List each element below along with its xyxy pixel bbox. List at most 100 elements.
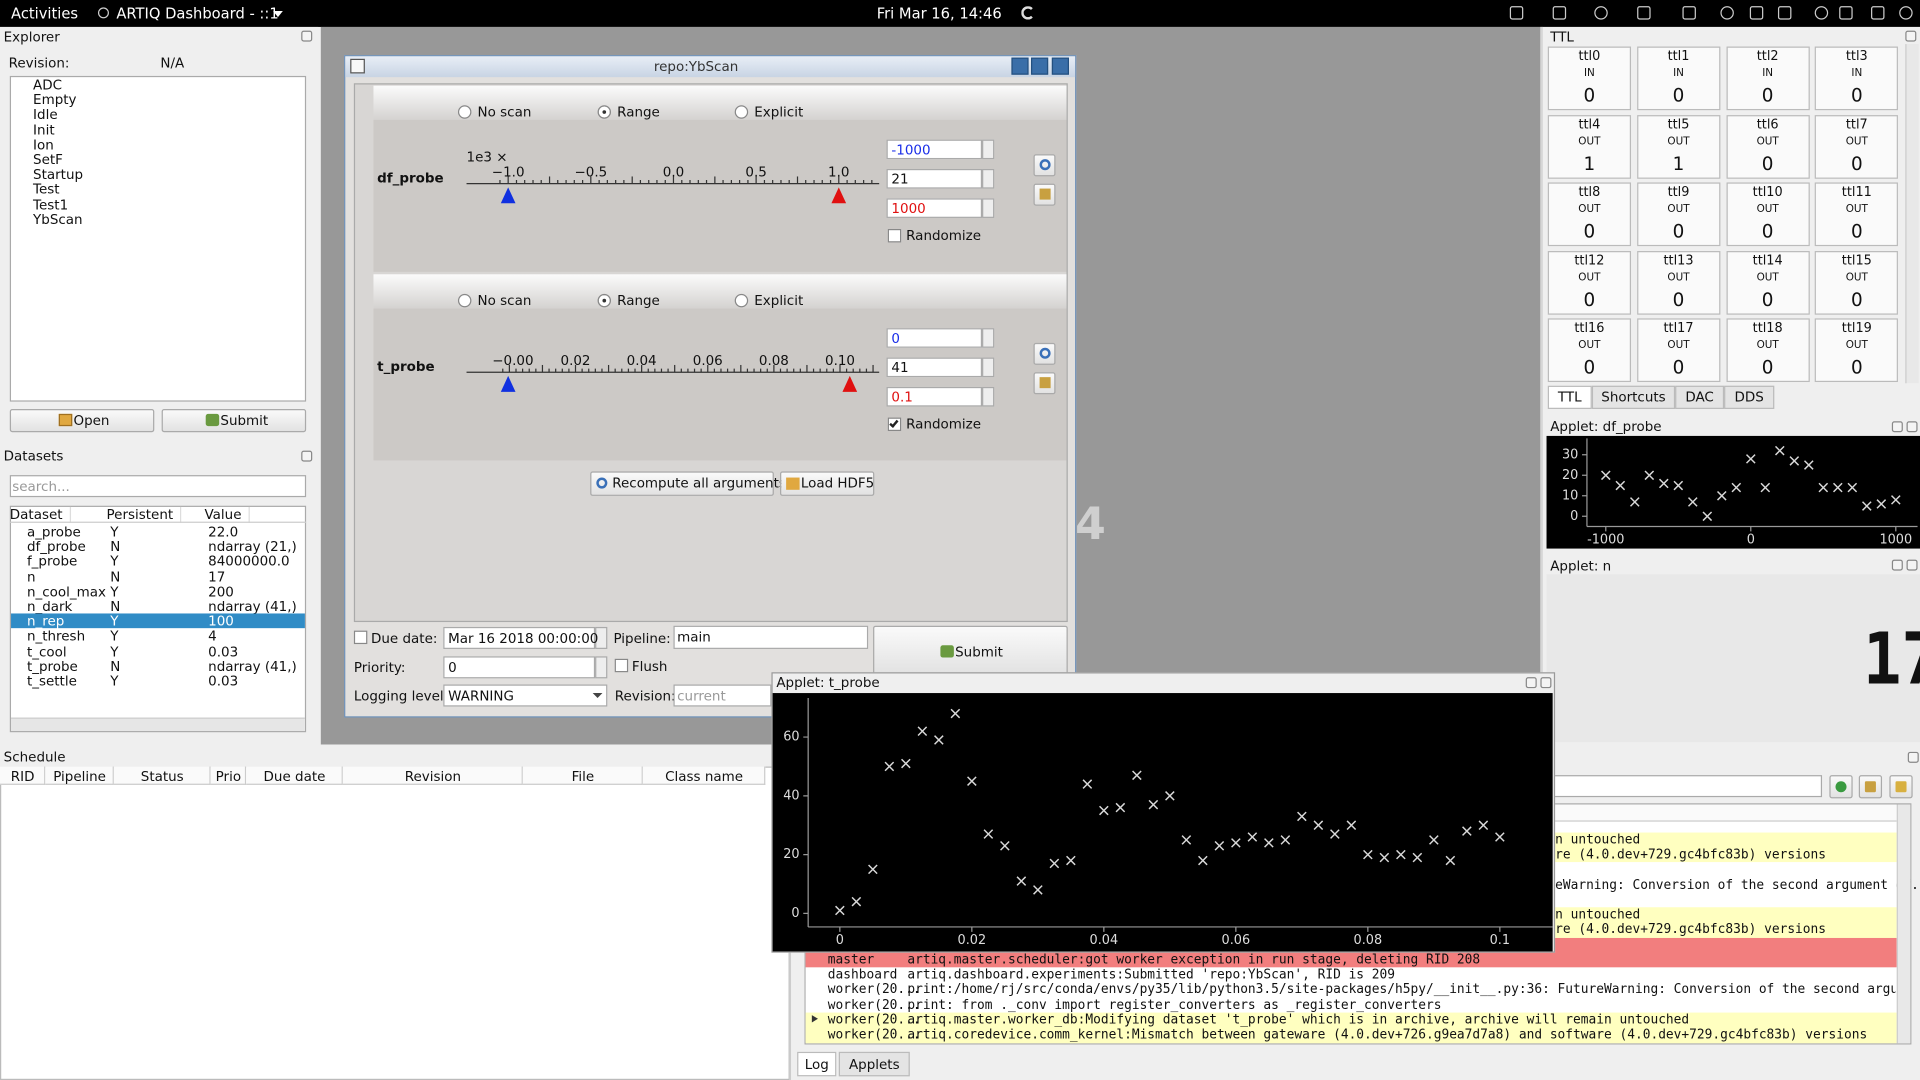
log-message[interactable]: eWarning: Conversion of the second argum… [1555,877,1920,893]
tool-icon[interactable] [1864,781,1876,793]
close-icon[interactable] [1540,677,1552,689]
tray-icon[interactable] [1637,6,1651,20]
dataset-cell[interactable]: df_probe [26,539,86,555]
close-icon[interactable] [301,450,313,462]
dataset-cell[interactable]: Y [110,628,119,645]
pin-icon[interactable] [1039,188,1051,200]
randomize-label[interactable]: Randomize [906,227,981,244]
dataset-cell[interactable]: 17 [208,568,226,585]
ttl-cell[interactable] [1726,114,1810,179]
spin-arrows[interactable] [982,328,995,348]
tray-icon[interactable] [1594,6,1608,20]
ttl-cell[interactable] [1547,250,1632,315]
log-source[interactable]: master [827,952,875,968]
ttl-cell[interactable] [1815,250,1899,315]
app-menu[interactable]: ARTIQ Dashboard - ::1 [116,4,279,23]
experiment-item[interactable]: Init [33,121,55,138]
refresh-icon[interactable] [1039,347,1051,359]
input-field[interactable] [886,139,983,160]
spin-arrows[interactable] [595,656,608,679]
spin-arrows[interactable] [982,168,995,189]
submit-icon[interactable] [205,413,220,427]
refresh-icon[interactable] [596,477,608,489]
log-source[interactable]: worker(20... [827,1012,921,1028]
ttl-cell[interactable] [1547,182,1632,247]
input-field[interactable] [886,198,983,218]
radio-button[interactable] [597,105,612,119]
scan-mode[interactable]: No scan [477,292,532,309]
column-header[interactable]: Value [204,506,251,523]
input-field[interactable] [673,625,869,649]
ttl-cell[interactable] [1636,182,1721,247]
tool-icon[interactable] [1895,781,1907,793]
randomize-label[interactable]: Randomize [906,416,981,433]
column-header[interactable]: Prio [215,768,242,785]
scan-mode[interactable]: Explicit [754,292,804,309]
tray-icon[interactable] [1777,6,1792,20]
tray-icon[interactable] [1720,6,1734,20]
dataset-cell[interactable]: 22.0 [208,524,239,540]
dataset-cell[interactable]: Y [110,643,119,660]
checkbox[interactable] [887,228,902,243]
ttl-cell[interactable] [1547,114,1632,179]
column-header[interactable]: Persistent [107,506,182,523]
tray-icon[interactable] [1749,6,1764,20]
log-source[interactable]: worker(20... [827,997,921,1013]
dataset-cell[interactable]: a_probe [26,524,81,540]
dataset-cell[interactable]: 100 [208,613,234,630]
input-field[interactable] [9,475,307,498]
ttl-cell[interactable] [1636,114,1721,179]
slider-handle[interactable] [500,187,516,204]
log-message[interactable]: n untouched [1555,832,1641,848]
log-message[interactable]: artiq.coredevice.comm_kernel:Mismatch be… [907,1027,1868,1043]
log-message[interactable]: artiq.master.scheduler:got worker except… [907,952,1481,968]
spin-arrows[interactable] [982,198,995,218]
column-header[interactable]: Status [140,768,184,785]
dataset-cell[interactable]: t_cool [26,643,67,660]
column-header[interactable]: Class name [665,768,744,785]
dataset-cell[interactable]: 200 [208,583,234,600]
ttl-cell[interactable] [1815,46,1899,111]
dataset-cell[interactable]: n_cool_max [26,583,106,600]
ttl-cell[interactable] [1815,114,1899,179]
logging-level-value[interactable]: WARNING [448,688,514,705]
ttl-cell[interactable] [1547,46,1632,111]
expand-arrow[interactable] [811,1015,822,1023]
tray-icon[interactable] [1899,6,1913,20]
radio-button[interactable] [597,293,612,308]
window-button[interactable] [1051,57,1069,75]
tray-icon[interactable] [1839,6,1853,20]
spinbox-value[interactable]: 0 [891,330,900,347]
input-field[interactable] [886,328,983,348]
column-header[interactable]: RID [10,768,35,785]
dataset-cell[interactable]: Y [110,583,119,600]
scan-mode[interactable]: Range [617,292,660,309]
experiment-item[interactable]: Empty [33,92,77,108]
log-message[interactable]: re (4.0.dev+729.gc4bfc83b) versions [1555,847,1827,863]
scan-mode[interactable]: Explicit [754,104,804,120]
ttl-cell[interactable] [1636,250,1721,315]
input-field[interactable] [886,168,983,189]
experiment-item[interactable]: ADC [33,77,63,94]
experiment-item[interactable]: Test1 [33,196,69,213]
radio-button[interactable] [734,105,749,119]
dataset-cell[interactable]: 0.03 [208,673,239,690]
spinbox-value[interactable]: 0.1 [891,389,913,406]
ttl-cell[interactable] [1636,46,1721,111]
load-hdf5-button[interactable]: Load HDF5 [800,475,875,492]
submit-button[interactable]: Submit [955,644,1003,660]
tray-icon[interactable] [1552,6,1567,20]
refresh-icon[interactable] [1021,6,1035,20]
tray-icon[interactable] [1682,6,1696,20]
button[interactable] [9,408,155,433]
spin-arrows[interactable] [982,357,995,378]
ttl-cell[interactable] [1815,182,1899,247]
log-message[interactable]: print:/home/rj/src/conda/envs/py35/lib/p… [907,982,1896,998]
window-button[interactable] [1011,57,1029,75]
column-header[interactable]: Due date [263,768,326,785]
close-icon[interactable] [1906,559,1918,571]
checkbox[interactable] [353,630,368,645]
dataset-cell[interactable]: N [110,598,121,615]
log-source[interactable]: worker(20... [827,1027,921,1043]
button[interactable] [590,471,774,496]
